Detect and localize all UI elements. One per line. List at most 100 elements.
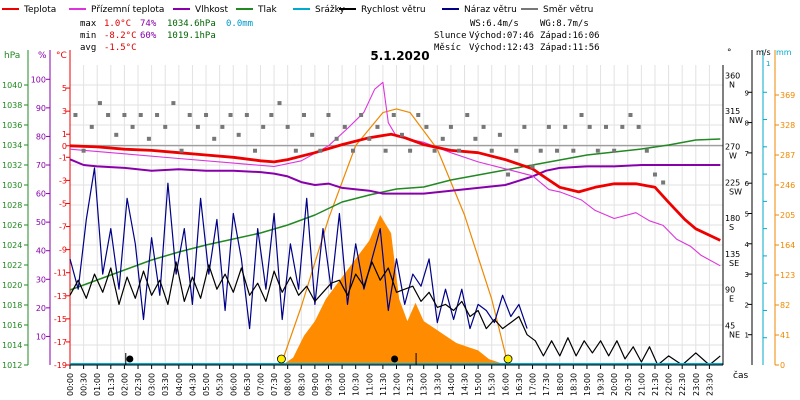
direction-name-label: E <box>729 295 734 304</box>
time-tick-label: 20:00 <box>610 373 619 396</box>
time-tick-label: 12:00 <box>393 373 402 396</box>
info-moon-label: Měsíc <box>434 43 461 53</box>
pressure-tick-label: 1024 <box>2 241 22 250</box>
wind-direction-point <box>73 113 78 117</box>
stats-label: min <box>80 31 96 41</box>
time-axis-label: čas <box>733 370 748 381</box>
solar-tick-label: 0 <box>780 361 785 370</box>
info-sun-label: Slunce <box>434 31 467 41</box>
time-tick-label: 08:00 <box>284 373 293 396</box>
temperature-tick-label: 3 <box>62 107 67 116</box>
wind-direction-point <box>383 148 388 153</box>
wind-direction-point <box>253 148 258 153</box>
pressure-tick-label: 1030 <box>2 181 22 190</box>
wind-tick-label: 6 <box>745 180 750 188</box>
time-tick-label: 03:30 <box>161 373 170 396</box>
direction-unit: ° <box>727 48 732 58</box>
wind-gust-line <box>69 167 528 330</box>
direction-tick-label: 270 <box>725 143 740 152</box>
humidity-unit: % <box>38 51 47 61</box>
time-tick-label: 01:00 <box>93 373 102 396</box>
humidity-tick-label: 10 <box>36 332 46 341</box>
wind-direction-point <box>155 113 160 117</box>
wind-direction-point <box>342 124 347 129</box>
solar-tick-label: 41 <box>780 331 790 340</box>
wind-direction-point <box>228 113 233 117</box>
wind-direction-point <box>506 172 511 177</box>
wind-direction-point <box>293 148 298 153</box>
wind-direction-point <box>481 124 486 129</box>
wind-direction-point <box>326 113 331 117</box>
wind-direction-point <box>375 124 380 129</box>
time-tick-label: 07:00 <box>256 373 265 396</box>
stats-pressure: 1034.6hPa <box>167 19 216 29</box>
sunset-marker <box>503 354 513 364</box>
wind-direction-point <box>122 113 127 117</box>
time-tick-label: 03:00 <box>148 373 157 396</box>
wind-direction-point <box>269 113 274 117</box>
legend: Teplota Přízemní teplota Vlhkost Tlak Srážky… <box>2 5 593 15</box>
pressure-tick-label: 1026 <box>2 221 22 230</box>
wind-direction-point <box>81 148 86 153</box>
info-wg: WG:8.7m/s <box>540 19 589 29</box>
wind-direction-point <box>130 124 135 129</box>
time-tick-label: 17:00 <box>529 373 538 396</box>
wind-direction-point <box>187 113 192 117</box>
time-tick-label: 15:30 <box>488 373 497 396</box>
time-tick-label: 13:00 <box>420 373 429 396</box>
wind-direction-point <box>416 113 421 117</box>
time-tick-label: 06:30 <box>243 373 252 396</box>
stats-rain: 0.0mm <box>226 19 253 29</box>
direction-tick-label: 360 <box>725 71 740 80</box>
wind-direction-point <box>114 132 119 137</box>
wind-direction-point <box>285 124 290 129</box>
time-tick-label: 02:00 <box>120 373 129 396</box>
time-tick-label: 04:00 <box>175 373 184 396</box>
wind-direction-point <box>171 101 176 106</box>
astro-info: WS:6.4m/s WG:8.7m/s Slunce Východ:07:46 Zápa… <box>434 19 600 53</box>
time-tick-label: 23:00 <box>692 373 701 396</box>
time-tick-label: 13:30 <box>433 373 442 396</box>
wind-direction-point <box>367 136 372 141</box>
wind-direction-point <box>555 148 560 153</box>
temperature-tick-label: -7 <box>59 223 67 232</box>
wind-direction-point <box>579 113 584 117</box>
stats-label: avg <box>80 43 96 53</box>
stats-pressure: 1019.1hPa <box>167 31 216 41</box>
moon-marker <box>126 355 134 363</box>
legend-label: Teplota <box>23 5 56 15</box>
time-tick-label: 14:30 <box>461 373 470 396</box>
humidity-tick-label: 20 <box>36 304 46 313</box>
humidity-tick-label: 70 <box>36 161 46 170</box>
time-tick-label: 22:30 <box>678 373 687 396</box>
pressure-tick-label: 1032 <box>2 161 22 170</box>
time-tick-label: 22:00 <box>665 373 674 396</box>
wind-direction-point <box>424 124 429 129</box>
solar-tick-label: 82 <box>780 301 790 310</box>
temperature-tick-label: -11 <box>54 269 67 278</box>
temperature-tick-label: -9 <box>59 246 67 255</box>
direction-tick-label: 225 <box>725 178 740 187</box>
info-sunset: Západ:16:06 <box>540 31 600 41</box>
time-tick-label: 19:00 <box>583 373 592 396</box>
wind-tick-label: 8 <box>745 120 749 128</box>
humidity-line <box>69 158 721 195</box>
temperature-tick-label: 5 <box>62 84 67 93</box>
temperature-tick-label: -5 <box>59 199 67 208</box>
time-tick-label: 20:30 <box>624 373 633 396</box>
wind-direction-point <box>465 113 470 117</box>
wind-direction-point <box>318 148 323 153</box>
solar-tick-label: 328 <box>780 121 795 130</box>
wind-direction-point <box>204 113 209 117</box>
ground-temp-line <box>69 81 721 267</box>
pressure-tick-label: 1036 <box>2 121 22 130</box>
wind-direction-point <box>571 148 576 153</box>
temperature-tick-label: -19 <box>54 361 67 370</box>
stats-temp: -1.5°C <box>104 43 137 53</box>
wind-direction-point <box>334 136 339 141</box>
temperature-line <box>69 132 721 242</box>
pressure-tick-label: 1014 <box>2 341 22 350</box>
legend-label: Vlhkost <box>195 5 228 15</box>
legend-label: Srážky <box>315 5 346 15</box>
wind-direction-point <box>163 124 168 129</box>
